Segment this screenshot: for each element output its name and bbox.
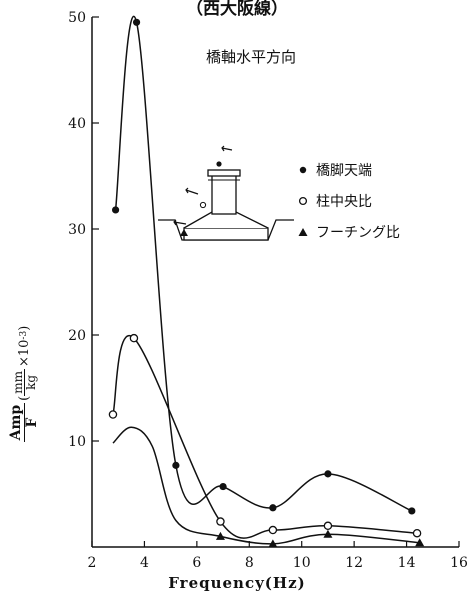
data-point xyxy=(412,528,422,538)
x-tick-label: 12 xyxy=(345,555,363,571)
data-point xyxy=(108,410,118,419)
legend-item-footing: フーチング比 xyxy=(296,216,400,247)
legend-label: 橋脚天端 xyxy=(316,162,372,179)
data-point xyxy=(408,507,416,515)
bridge-pier-diagram-icon xyxy=(158,145,294,241)
x-tick-label: 6 xyxy=(192,555,201,571)
data-point xyxy=(324,470,332,478)
legend-label: 柱中央比 xyxy=(316,193,372,210)
x-tick-label: 2 xyxy=(88,555,97,571)
data-point xyxy=(172,461,180,469)
filled-circle-marker-icon xyxy=(299,166,307,173)
x-tick-label: 4 xyxy=(140,555,149,571)
x-tick-label: 10 xyxy=(293,555,311,571)
y-tick-label: 50 xyxy=(68,10,86,26)
series-line-3 xyxy=(112,426,420,545)
data-point xyxy=(219,482,227,491)
y-tick-label: 40 xyxy=(68,116,86,132)
series-line-1 xyxy=(114,15,413,512)
legend-item-column-middle: 柱中央比 xyxy=(296,185,400,216)
y-tick-label: 30 xyxy=(68,222,86,238)
data-point xyxy=(268,539,278,548)
x-tick-label: 8 xyxy=(245,555,254,571)
data-point xyxy=(323,521,333,531)
data-point xyxy=(111,206,120,214)
y-axis-label: Amp F ( mm kg ×10 -3 ) xyxy=(4,326,46,443)
y-axis-label-fraction: Amp F xyxy=(7,402,40,443)
data-point xyxy=(269,504,277,512)
data-point xyxy=(129,333,139,343)
y-tick-label: 10 xyxy=(68,434,86,450)
data-point xyxy=(323,529,333,538)
chart-series-group xyxy=(108,15,425,548)
x-axis-label: Frequency(Hz) xyxy=(168,574,306,592)
chart-legend: 橋脚天端 柱中央比 フーチング比 xyxy=(296,154,400,247)
y-tick-label: 20 xyxy=(68,328,86,344)
filled-triangle-marker-icon xyxy=(298,227,308,236)
y-axis-units: ( mm kg ×10 -3 ) xyxy=(10,325,38,401)
chart-axes: 2 4 6 8 10 12 14 16 10 20 30 40 50 xyxy=(68,10,468,571)
data-point xyxy=(268,525,278,535)
x-tick-label: 14 xyxy=(398,555,416,571)
data-point xyxy=(415,538,425,547)
legend-item-pier-top: 橋脚天端 xyxy=(296,154,400,185)
x-tick-label: 16 xyxy=(450,555,468,571)
open-circle-marker-icon xyxy=(298,196,308,205)
chart-subtitle: 橋軸水平方向 xyxy=(206,48,297,66)
chart-title: （西大阪線） xyxy=(186,0,288,19)
data-point xyxy=(132,18,141,26)
data-point xyxy=(216,517,225,526)
legend-label: フーチング比 xyxy=(316,224,400,241)
data-point xyxy=(215,531,225,540)
